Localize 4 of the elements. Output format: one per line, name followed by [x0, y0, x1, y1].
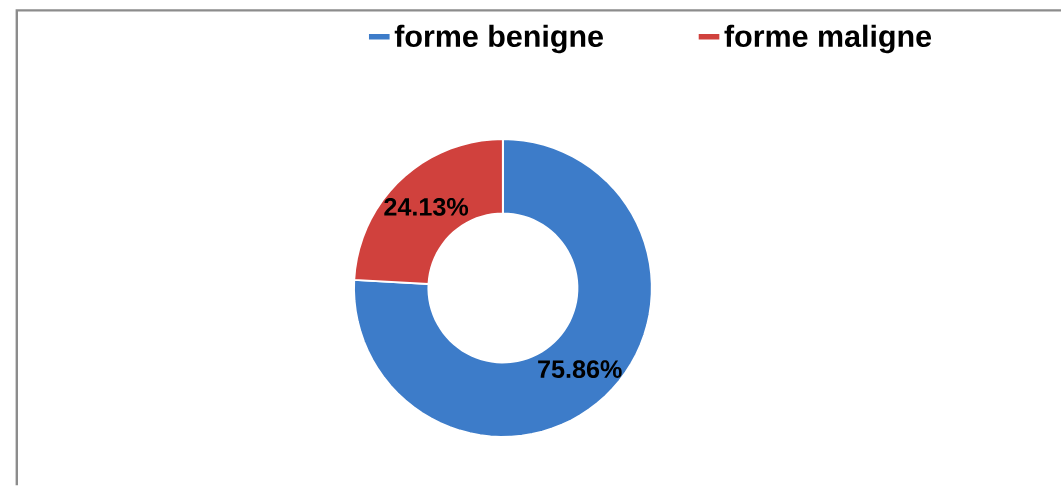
legend-label: forme benigne	[394, 24, 603, 54]
data-label: 75.86%	[538, 360, 622, 379]
data-label: 24.13%	[384, 198, 469, 216]
legend-label: forme maligne	[724, 24, 932, 54]
